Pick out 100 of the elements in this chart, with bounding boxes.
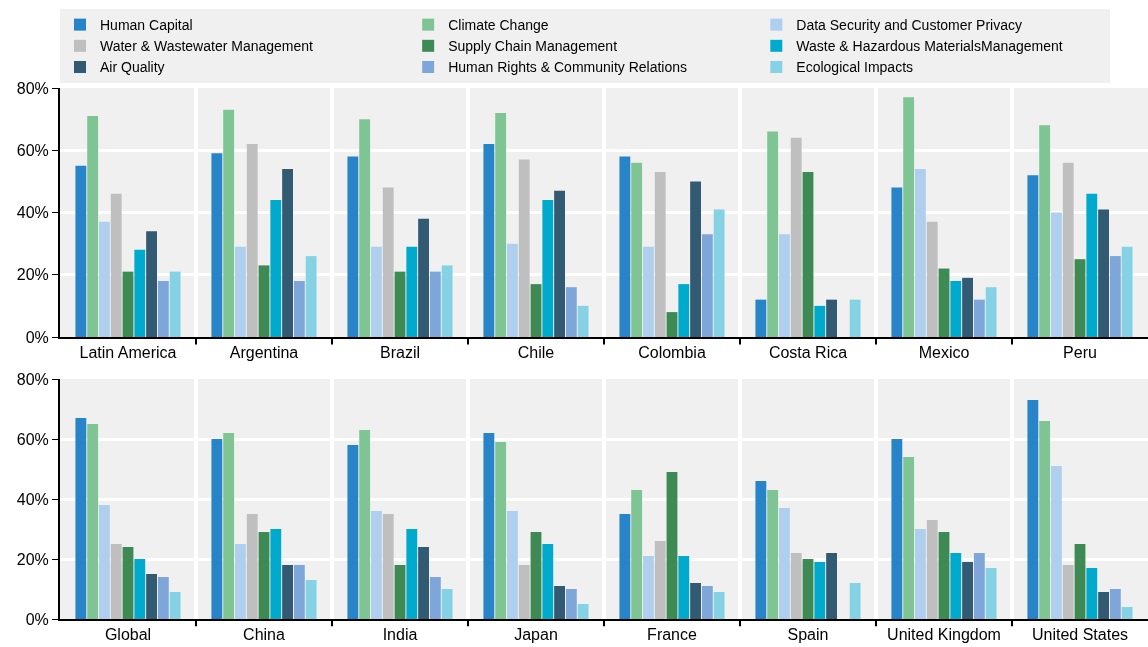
bar: [643, 246, 654, 337]
bar: [690, 181, 701, 337]
bar: [258, 265, 270, 337]
bar: [258, 532, 270, 619]
bar: [1074, 544, 1086, 619]
bar: [619, 156, 631, 337]
bar: [1039, 421, 1051, 619]
bar: [99, 505, 110, 619]
bar: [1086, 193, 1098, 337]
bar: [891, 439, 903, 619]
bar: [701, 234, 713, 337]
bar: [767, 131, 779, 337]
bar: [814, 562, 826, 619]
y-tick-label: 0%: [25, 610, 49, 628]
bar: [495, 442, 507, 619]
bar: [235, 544, 246, 619]
y-tick-label: 60%: [16, 141, 49, 159]
bar: [755, 299, 767, 337]
bar: [87, 424, 99, 619]
bar: [418, 218, 429, 337]
bar: [382, 187, 394, 337]
bar: [246, 514, 258, 619]
bar: [394, 271, 406, 337]
bar: [406, 246, 418, 337]
bar: [826, 553, 837, 619]
bar: [678, 556, 690, 619]
bar: [293, 565, 305, 619]
bar: [441, 265, 453, 337]
bar: [122, 547, 134, 619]
bar: [654, 172, 666, 337]
bar: [755, 481, 767, 619]
bar: [802, 559, 814, 619]
bar: [713, 209, 725, 337]
bar: [790, 137, 802, 337]
x-tick-label: Latin America: [79, 344, 177, 362]
bar: [1051, 466, 1062, 619]
x-tick-label: Argentina: [229, 344, 299, 362]
bar: [926, 221, 938, 337]
bar: [211, 439, 223, 619]
bar: [577, 305, 589, 337]
bar: [293, 280, 305, 337]
legend-label: Supply Chain Management: [448, 38, 618, 55]
bar: [1109, 256, 1121, 337]
bar: [282, 168, 293, 337]
bar: [223, 433, 235, 619]
bar: [1027, 400, 1039, 619]
bar: [99, 221, 110, 337]
bar: [507, 511, 518, 619]
bar: [146, 574, 157, 619]
x-tick-label: France: [647, 626, 697, 644]
bar: [406, 529, 418, 619]
x-tick-label: United States: [1031, 626, 1129, 644]
bar: [826, 299, 837, 337]
y-tick-label: 80%: [16, 370, 49, 388]
bar: [429, 271, 441, 337]
legend-label: Air Quality: [100, 59, 165, 76]
bar: [211, 153, 223, 337]
bar: [619, 514, 631, 619]
x-tick-label: Peru: [1063, 344, 1097, 362]
bar: [779, 234, 790, 337]
x-tick-label: China: [243, 626, 285, 644]
bar: [347, 156, 359, 337]
bar: [282, 565, 293, 619]
x-tick-label: Brazil: [379, 344, 421, 362]
bar: [643, 556, 654, 619]
bar: [891, 187, 903, 337]
bar: [418, 547, 429, 619]
bar: [1051, 212, 1062, 337]
bar: [483, 433, 495, 619]
bar: [110, 193, 122, 337]
x-tick-label: Japan: [514, 626, 558, 644]
y-tick-label: 80%: [16, 79, 49, 97]
bar: [577, 604, 589, 619]
x-tick-label: Costa Rica: [768, 344, 848, 362]
bar: [110, 544, 122, 619]
bar: [790, 553, 802, 619]
bar: [1039, 125, 1051, 337]
x-tick-label: Global: [104, 626, 152, 644]
bar: [631, 490, 643, 619]
bar: [169, 592, 181, 619]
bar: [554, 190, 565, 337]
bar: [134, 559, 146, 619]
x-tick-label: Colombia: [638, 344, 706, 362]
bar: [926, 520, 938, 619]
bar: [75, 165, 87, 337]
bar: [122, 271, 134, 337]
bar: [985, 287, 997, 337]
x-tick-label: Chile: [517, 344, 555, 362]
y-tick-label: 60%: [16, 430, 49, 448]
bar: [75, 418, 87, 619]
bar: [849, 299, 861, 337]
bar: [666, 312, 678, 337]
bar: [305, 580, 317, 619]
bar: [938, 268, 950, 337]
legend-label: Ecological Impacts: [796, 59, 914, 76]
y-tick-label: 40%: [16, 204, 49, 222]
bar: [701, 586, 713, 619]
bar: [507, 243, 518, 337]
legend-label: Water & Wastewater Management: [100, 38, 314, 55]
bar: [223, 109, 235, 337]
